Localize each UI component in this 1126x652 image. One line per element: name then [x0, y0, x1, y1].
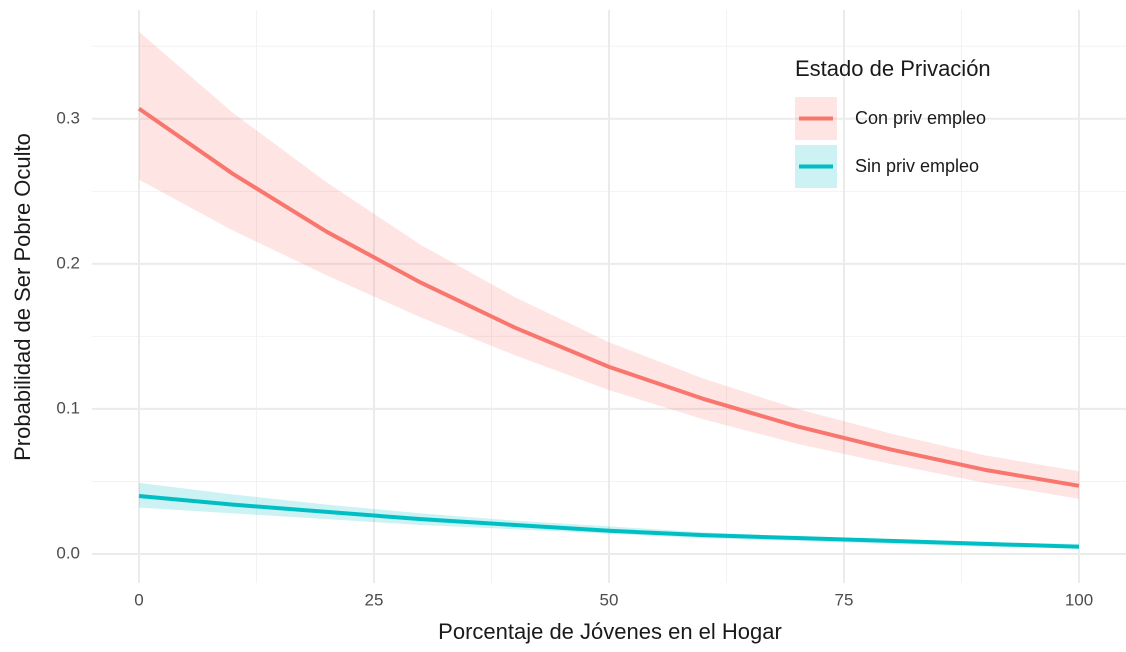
- confidence-band: [139, 31, 1079, 499]
- y-tick-label: 0.0: [56, 543, 80, 562]
- confidence-band: [139, 482, 1079, 549]
- legend-label: Sin priv empleo: [855, 156, 979, 176]
- y-axis-title: Probabilidad de Ser Pobre Oculto: [10, 133, 35, 461]
- x-tick-label: 100: [1065, 590, 1093, 609]
- line: [137, 107, 1080, 488]
- x-tick-label: 0: [134, 590, 143, 609]
- y-tick-label: 0.2: [56, 253, 80, 272]
- legend-title: Estado de Privación: [795, 56, 991, 81]
- legend-label: Con priv empleo: [855, 108, 986, 128]
- line: [138, 493, 1080, 549]
- x-tick-label: 25: [365, 590, 384, 609]
- x-axis-title: Porcentaje de Jóvenes en el Hogar: [438, 619, 782, 644]
- y-tick-label: 0.3: [56, 108, 80, 127]
- y-tick-label: 0.1: [56, 398, 80, 417]
- x-tick-label: 75: [835, 590, 854, 609]
- x-tick-label: 50: [600, 590, 619, 609]
